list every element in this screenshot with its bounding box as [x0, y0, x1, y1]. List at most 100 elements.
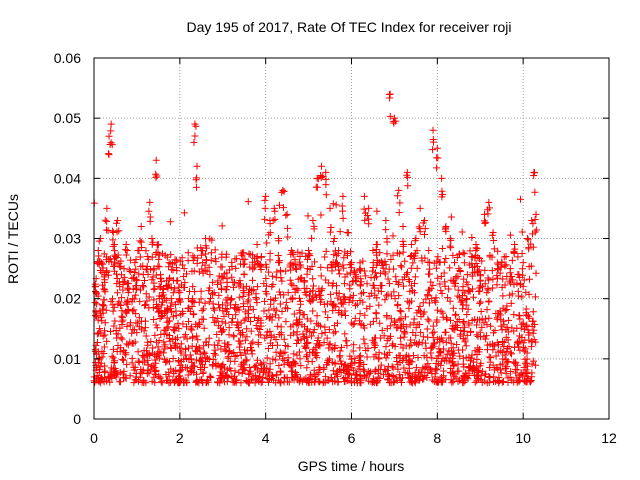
- data-point-peak: [309, 216, 317, 224]
- data-point: [349, 347, 357, 355]
- data-point: [349, 321, 357, 329]
- data-point: [236, 293, 244, 301]
- data-point: [154, 241, 162, 249]
- data-point: [524, 236, 532, 244]
- data-point: [202, 338, 210, 346]
- data-point: [447, 236, 455, 244]
- data-point: [401, 330, 409, 338]
- data-point: [197, 295, 205, 303]
- data-point: [204, 354, 212, 362]
- data-point: [157, 283, 165, 291]
- data-point: [94, 372, 102, 380]
- data-point-peak: [438, 174, 446, 182]
- data-point: [202, 256, 210, 264]
- data-point: [499, 378, 507, 386]
- data-point: [175, 287, 183, 295]
- data-point: [269, 216, 277, 224]
- data-point: [449, 325, 457, 333]
- data-point: [357, 379, 365, 387]
- data-point: [409, 259, 417, 267]
- data-point: [252, 290, 260, 298]
- data-point: [239, 366, 247, 374]
- data-point: [384, 290, 392, 298]
- data-point-peak: [326, 204, 334, 212]
- data-point: [205, 287, 213, 295]
- data-point: [165, 372, 173, 380]
- data-point-peak: [169, 313, 177, 321]
- data-point: [419, 299, 427, 307]
- data-point-peak: [493, 265, 501, 273]
- data-point: [242, 315, 250, 323]
- data-point: [116, 348, 124, 356]
- data-point: [197, 364, 205, 372]
- data-point: [117, 334, 125, 342]
- data-point: [129, 274, 137, 282]
- data-point: [160, 330, 168, 338]
- data-point: [405, 276, 413, 284]
- data-point: [130, 306, 138, 314]
- data-point: [123, 247, 131, 255]
- data-point: [405, 277, 413, 285]
- data-point: [249, 305, 257, 313]
- data-point: [532, 269, 540, 277]
- data-point: [291, 256, 299, 264]
- data-point: [510, 311, 518, 319]
- x-tick-label: 2: [176, 430, 184, 446]
- data-point: [413, 264, 421, 272]
- data-point: [270, 305, 278, 313]
- data-point: [321, 308, 329, 316]
- data-point: [413, 340, 421, 348]
- data-point: [152, 321, 160, 329]
- data-point: [383, 311, 391, 319]
- data-point: [122, 349, 130, 357]
- data-point: [502, 347, 510, 355]
- data-point: [468, 272, 476, 280]
- data-point: [373, 256, 381, 264]
- data-point: [491, 327, 499, 335]
- data-point: [361, 340, 369, 348]
- data-point: [397, 308, 405, 316]
- data-point: [459, 346, 467, 354]
- data-point: [142, 290, 150, 298]
- data-point: [222, 319, 230, 327]
- data-point: [178, 254, 186, 262]
- data-point: [94, 359, 102, 367]
- data-point: [323, 300, 331, 308]
- data-point: [161, 343, 169, 351]
- data-point-peak: [468, 253, 476, 261]
- data-point: [346, 269, 354, 277]
- data-point: [430, 328, 438, 336]
- data-point: [353, 300, 361, 308]
- data-point: [201, 299, 209, 307]
- data-point: [268, 316, 276, 324]
- data-point: [300, 284, 308, 292]
- data-point: [155, 263, 163, 271]
- data-point: [308, 296, 316, 304]
- data-point: [382, 343, 390, 351]
- data-point: [330, 329, 338, 337]
- data-point: [287, 266, 295, 274]
- data-point: [474, 375, 482, 383]
- data-point: [144, 270, 152, 278]
- data-point-peak: [433, 144, 441, 152]
- data-point-peak: [189, 283, 197, 291]
- y-tick-label: 0.04: [54, 170, 81, 186]
- data-point-peak: [451, 259, 458, 267]
- data-point: [144, 338, 152, 346]
- data-point-peak: [131, 259, 139, 267]
- data-point: [130, 269, 138, 277]
- data-point: [289, 281, 297, 289]
- data-point: [261, 204, 269, 212]
- data-point: [532, 361, 540, 369]
- data-point: [453, 367, 461, 375]
- data-point: [107, 328, 115, 336]
- data-point: [530, 357, 538, 365]
- data-point-peak: [159, 289, 167, 297]
- data-point: [123, 300, 131, 308]
- data-point: [260, 359, 268, 367]
- data-point: [278, 277, 286, 285]
- data-point: [163, 296, 171, 304]
- data-point: [189, 311, 197, 319]
- data-point: [394, 365, 402, 373]
- data-point: [516, 315, 524, 323]
